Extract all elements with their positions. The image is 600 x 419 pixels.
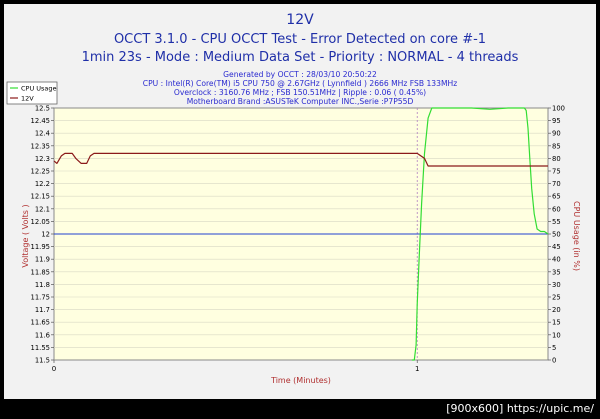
y-tick-label-right: 80: [552, 155, 561, 163]
y-tick-label-right: 20: [552, 306, 561, 314]
y-tick-label-right: 30: [552, 281, 561, 289]
y-axis-label-left: Voltage ( Volts ): [21, 204, 30, 267]
series-line-12v: [53, 152, 548, 167]
y-tick-label-right: 5: [552, 344, 556, 352]
y-tick-label-right: 75: [552, 168, 561, 176]
x-axis-label: Time (Minutes): [270, 376, 331, 385]
y-tick-label-right: 45: [552, 243, 561, 251]
y-tick-label-left: 11.8: [35, 281, 50, 289]
y-tick-label-left: 12.5: [35, 105, 50, 113]
legend-entry-cpu-usage: CPU Usage: [21, 85, 57, 93]
y-tick-label-right: 55: [552, 218, 561, 226]
y-tick-label-left: 12.35: [31, 142, 50, 150]
chart-subtitle-2: 1min 23s - Mode : Medium Data Set - Prio…: [82, 50, 519, 65]
y-tick-label-left: 12.4: [35, 130, 50, 138]
y-tick-label-right: 50: [552, 231, 561, 239]
y-tick-label-right: 35: [552, 268, 561, 276]
chart-info-4: Motherboard Brand :ASUSTeK Computer INC.…: [187, 97, 414, 106]
y-tick-label-right: 60: [552, 205, 561, 213]
y-tick-label-right: 40: [552, 256, 561, 264]
chart-titles: 12V OCCT 3.1.0 - CPU OCCT Test - Error D…: [82, 12, 519, 106]
y-axis-label-right: CPU Usage (in %): [572, 201, 581, 271]
y-tick-label-left: 11.9: [35, 256, 50, 264]
y-tick-label-right: 95: [552, 117, 561, 125]
chart-title: 12V: [286, 12, 314, 28]
series-layer: [53, 107, 549, 361]
y-tick-label-left: 11.65: [31, 319, 50, 327]
footer-watermark: [900x600] https://upic.me/: [446, 402, 594, 415]
y-tick-label-right: 25: [552, 294, 561, 302]
chart-info-3: Overclock : 3160.76 MHz ; FSB 150.51MHz …: [174, 88, 426, 97]
y-tick-label-left: 11.75: [31, 294, 50, 302]
y-tick-label-left: 11.95: [31, 243, 50, 251]
y-tick-label-left: 11.5: [35, 357, 50, 365]
left-axis: 11.5 11.55 11.6 11.65 11.7 11.75 11.8 11.85 11.9…: [31, 105, 54, 365]
y-tick-label-right: 65: [552, 193, 561, 201]
y-tick-label-right: 15: [552, 319, 561, 327]
y-tick-label-right: 90: [552, 130, 561, 138]
y-tick-label-right: 10: [552, 331, 561, 339]
y-tick-label-left: 12.1: [35, 205, 50, 213]
y-tick-label-left: 11.6: [35, 331, 50, 339]
y-tick-label-left: 12.45: [31, 117, 50, 125]
y-tick-label-left: 12.15: [31, 193, 50, 201]
chart-panel: 12V OCCT 3.1.0 - CPU OCCT Test - Error D…: [4, 4, 596, 399]
y-tick-label-left: 11.85: [31, 268, 50, 276]
chart-svg: 12V OCCT 3.1.0 - CPU OCCT Test - Error D…: [6, 12, 581, 385]
y-tick-label-left: 12.3: [35, 155, 50, 163]
chart-subtitle-1: OCCT 3.1.0 - CPU OCCT Test - Error Detec…: [114, 32, 486, 47]
y-tick-label-left: 11.7: [35, 306, 50, 314]
x-tick-label: 1: [415, 365, 419, 373]
legend-box: [6, 81, 58, 105]
y-tick-label-left: 11.55: [31, 344, 50, 352]
y-tick-label-right: 100: [552, 105, 565, 113]
x-tick-label: 0: [52, 365, 56, 373]
y-tick-label-right: 0: [552, 357, 556, 365]
y-tick-label-right: 85: [552, 142, 561, 150]
y-tick-label-left: 12: [41, 231, 50, 239]
y-tick-label-left: 12.05: [31, 218, 50, 226]
y-tick-label-left: 12.25: [31, 168, 50, 176]
legend: CPU Usage 12V: [6, 81, 58, 105]
y-tick-label-right: 70: [552, 180, 561, 188]
right-axis: 0 5 10 15 20 25 30 35 40 45 50 55 60 65 70 75 80 85 90 95 10…: [548, 105, 565, 365]
chart-info-1: Generated by OCCT : 28/03/10 20:50:22: [223, 70, 377, 79]
y-tick-label-left: 12.2: [35, 180, 50, 188]
series-line-cpu-usage: [411, 107, 549, 361]
chart-info-2: CPU : Intel(R) Core(TM) i5 CPU 750 @ 2.6…: [143, 79, 457, 88]
legend-entry-12v: 12V: [21, 95, 34, 103]
